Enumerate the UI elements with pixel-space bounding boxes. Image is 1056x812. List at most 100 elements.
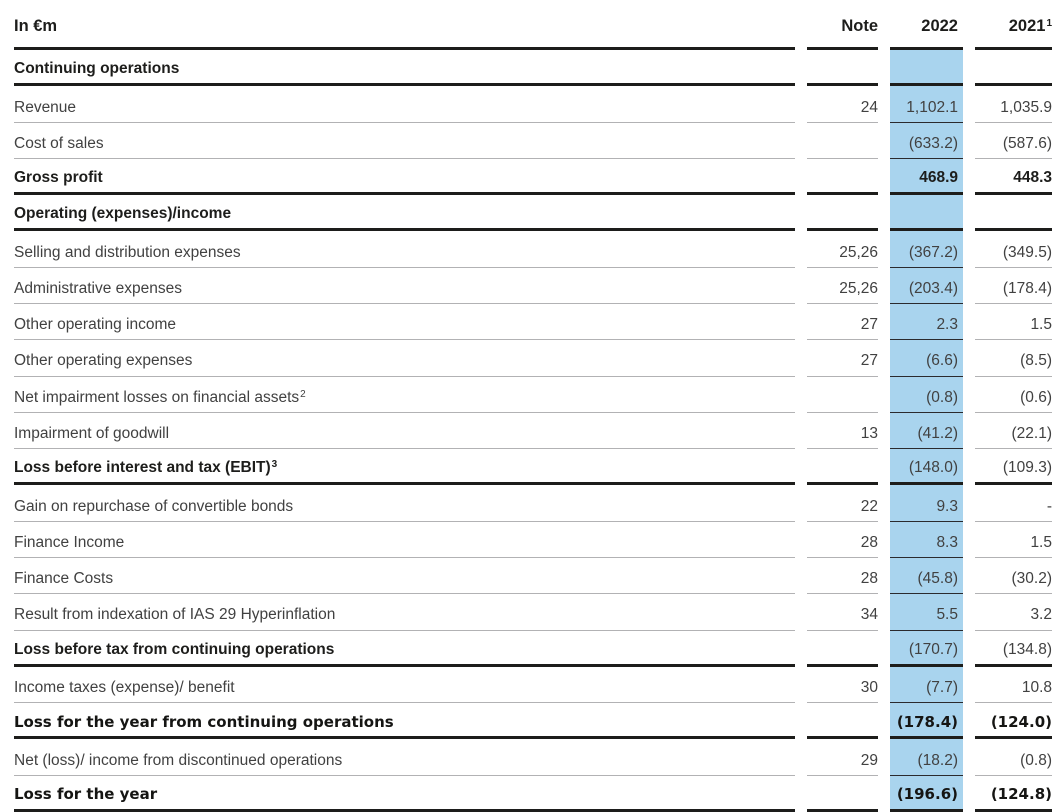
- table-row: Administrative expenses 25,26 (203.4) (1…: [0, 268, 1056, 304]
- row-label-text: Income taxes (expense)/ benefit: [14, 679, 235, 697]
- row-label: Loss before tax from continuing operatio…: [14, 631, 795, 667]
- value-2022-cell: (633.2): [890, 123, 963, 159]
- row-label-text: Other operating income: [14, 316, 176, 334]
- value-2021-cell: (134.8): [975, 631, 1052, 667]
- row-label: Gain on repurchase of convertible bonds: [14, 485, 795, 522]
- value-2021-cell: (587.6): [975, 123, 1052, 159]
- note-cell: [807, 377, 878, 413]
- row-label-text: Continuing operations: [14, 60, 180, 78]
- table-row: Net (loss)/ income from discontinued ope…: [0, 739, 1056, 776]
- note-cell: 30: [807, 667, 878, 704]
- footnote-ref: 2: [300, 388, 306, 400]
- value-2022-cell: (0.8): [890, 377, 963, 413]
- table-row: Finance Income 28 8.3 1.5: [0, 522, 1056, 558]
- row-label-text: Finance Costs: [14, 570, 114, 588]
- row-label: Other operating income: [14, 304, 795, 341]
- row-label-text: Selling and distribution expenses: [14, 243, 241, 261]
- value-2022-cell: 9.3: [890, 485, 963, 522]
- row-label-text: Result from indexation of IAS 29 Hyperin…: [14, 606, 336, 624]
- row-label: Net (loss)/ income from discontinued ope…: [14, 739, 795, 776]
- row-label-text: Other operating expenses: [14, 352, 193, 370]
- row-label-text: Finance Income: [14, 533, 125, 551]
- value-2021-cell: 1.5: [975, 304, 1052, 341]
- row-label-text: Loss before tax from continuing operatio…: [14, 640, 335, 658]
- column-header-currency: In €m: [14, 0, 795, 50]
- table-row: Operating (expenses)/income: [0, 195, 1056, 232]
- row-label-text: Administrative expenses: [14, 279, 182, 297]
- note-cell: [807, 776, 878, 812]
- row-label: Loss for the year: [14, 776, 795, 812]
- note-cell: [807, 449, 878, 486]
- row-label: Finance Costs: [14, 558, 795, 595]
- note-cell: 25,26: [807, 231, 878, 268]
- row-label-text: Loss for the year: [14, 785, 158, 804]
- row-label-text: Operating (expenses)/income: [14, 205, 232, 223]
- value-2021-cell: 3.2: [975, 594, 1052, 631]
- table-row: Selling and distribution expenses 25,26 …: [0, 231, 1056, 268]
- column-header-2022: 2022: [890, 0, 963, 50]
- table-row: Result from indexation of IAS 29 Hyperin…: [0, 594, 1056, 631]
- row-label: Other operating expenses: [14, 340, 795, 377]
- note-cell: [807, 195, 878, 232]
- value-2022-cell: 468.9: [890, 159, 963, 196]
- note-cell: 28: [807, 558, 878, 595]
- value-2021-cell: -: [975, 485, 1052, 522]
- table-row: Loss for the year from continuing operat…: [0, 703, 1056, 740]
- table-row: Impairment of goodwill 13 (41.2) (22.1): [0, 413, 1056, 450]
- value-2022-cell: (367.2): [890, 231, 963, 268]
- value-2022-cell: (7.7): [890, 667, 963, 704]
- value-2021-cell: (22.1): [975, 413, 1052, 450]
- value-2021-cell: [975, 50, 1052, 87]
- table-row: Loss before tax from continuing operatio…: [0, 631, 1056, 667]
- row-label: Impairment of goodwill: [14, 413, 795, 450]
- value-2021-cell: (0.6): [975, 377, 1052, 413]
- row-label: Cost of sales: [14, 123, 795, 159]
- table-row: Cost of sales (633.2) (587.6): [0, 123, 1056, 159]
- row-label-text: Loss for the year from continuing operat…: [14, 712, 394, 731]
- table-row: Finance Costs 28 (45.8) (30.2): [0, 558, 1056, 595]
- note-cell: 29: [807, 739, 878, 776]
- column-header-2021: 2021 1: [975, 0, 1052, 50]
- note-cell: 34: [807, 594, 878, 631]
- value-2021-cell: (124.8): [975, 776, 1052, 812]
- value-2021-cell: 10.8: [975, 667, 1052, 704]
- note-cell: 27: [807, 304, 878, 341]
- note-cell: 22: [807, 485, 878, 522]
- column-header-note: Note: [807, 0, 878, 50]
- footnote-ref: 3: [271, 459, 278, 471]
- table-row: Continuing operations: [0, 50, 1056, 87]
- value-2021-cell: (0.8): [975, 739, 1052, 776]
- table-row: Loss before interest and tax (EBIT) 3 (14…: [0, 449, 1056, 486]
- table-row: Income taxes (expense)/ benefit 30 (7.7)…: [0, 667, 1056, 704]
- value-2022-cell: 2.3: [890, 304, 963, 341]
- note-cell: [807, 159, 878, 196]
- row-label: Revenue: [14, 86, 795, 123]
- footnote-ref-1: 1: [1046, 18, 1052, 29]
- value-2022-cell: [890, 50, 963, 87]
- value-2021-cell: (124.0): [975, 703, 1052, 740]
- note-cell: [807, 703, 878, 740]
- value-2022-cell: 1,102.1: [890, 86, 963, 123]
- row-label: Selling and distribution expenses: [14, 231, 795, 268]
- row-label: Income taxes (expense)/ benefit: [14, 667, 795, 704]
- value-2022-cell: [890, 195, 963, 232]
- row-label-text: Revenue: [14, 98, 77, 116]
- row-label-text: Gain on repurchase of convertible bonds: [14, 497, 294, 515]
- value-2021-cell: (109.3): [975, 449, 1052, 486]
- value-2022-cell: (170.7): [890, 631, 963, 667]
- row-label: Loss for the year from continuing operat…: [14, 703, 795, 740]
- value-2021-cell: (8.5): [975, 340, 1052, 377]
- value-2021-cell: 1.5: [975, 522, 1052, 558]
- note-cell: 25,26: [807, 268, 878, 304]
- value-2022-cell: (41.2): [890, 413, 963, 450]
- value-2022-cell: (6.6): [890, 340, 963, 377]
- value-2022-cell: (148.0): [890, 449, 963, 486]
- row-label: Finance Income: [14, 522, 795, 558]
- note-cell: [807, 50, 878, 87]
- table-row: Other operating expenses 27 (6.6) (8.5): [0, 340, 1056, 377]
- value-2021-cell: [975, 195, 1052, 232]
- row-label: Continuing operations: [14, 50, 795, 87]
- value-2022-cell: (18.2): [890, 739, 963, 776]
- row-label-text: Cost of sales: [14, 134, 104, 152]
